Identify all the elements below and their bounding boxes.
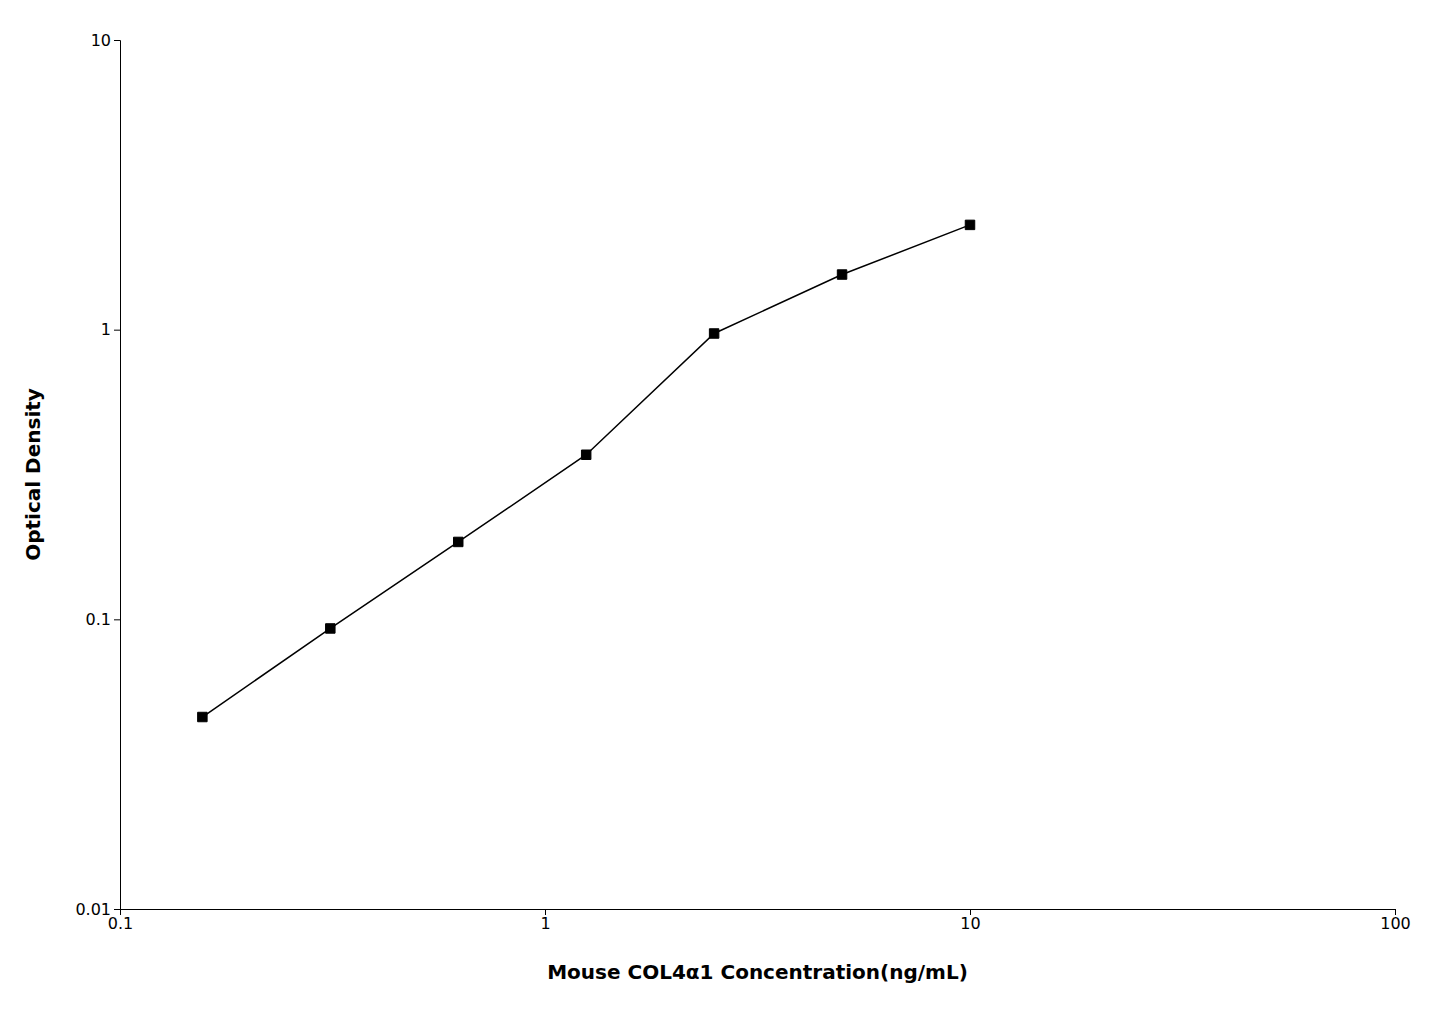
tick-label: 0.1 [86, 610, 111, 629]
tick: 0.01 [75, 900, 120, 919]
tick: 10 [91, 31, 120, 50]
tick-label: 1 [101, 320, 111, 339]
tick-label: 0.1 [108, 914, 133, 933]
axis-line [114, 41, 121, 910]
tick-mark [114, 330, 120, 331]
marker [454, 537, 463, 546]
marker [326, 624, 335, 633]
tick: 1 [540, 909, 550, 933]
tick-label: 10 [960, 914, 980, 933]
marker [198, 712, 207, 721]
marks [198, 220, 975, 722]
tick-label: 0.01 [75, 900, 111, 919]
tick-mark [114, 40, 120, 41]
y-axis: 0.01 0.1 1 10 [75, 31, 120, 919]
marker [965, 220, 974, 229]
line [202, 225, 970, 717]
x-axis-title: Mouse COL4α1 Concentration(ng/mL) [547, 960, 968, 984]
marker [837, 270, 846, 279]
marker [709, 329, 718, 338]
marker [581, 450, 590, 459]
tick: 1 [101, 320, 120, 339]
tick-mark [114, 909, 120, 910]
chart: 0.11101000.010.1110Mouse COL4α1 Concentr… [0, 0, 1445, 1009]
tick-mark [114, 619, 120, 620]
tick: 10 [960, 909, 980, 933]
tick: 0.1 [86, 610, 120, 629]
axis-line [121, 910, 1396, 916]
x-axis: 0.1 1 10 100 [108, 909, 1411, 933]
tick: 100 [1380, 909, 1411, 933]
tick-label: 10 [91, 31, 111, 50]
tick-label: 1 [540, 914, 550, 933]
y-axis-title: Optical Density [21, 388, 45, 561]
tick-label: 100 [1380, 914, 1411, 933]
plot-area: 0.11101000.010.1110Mouse COL4α1 Concentr… [21, 31, 1411, 984]
tick: 0.1 [108, 909, 133, 933]
